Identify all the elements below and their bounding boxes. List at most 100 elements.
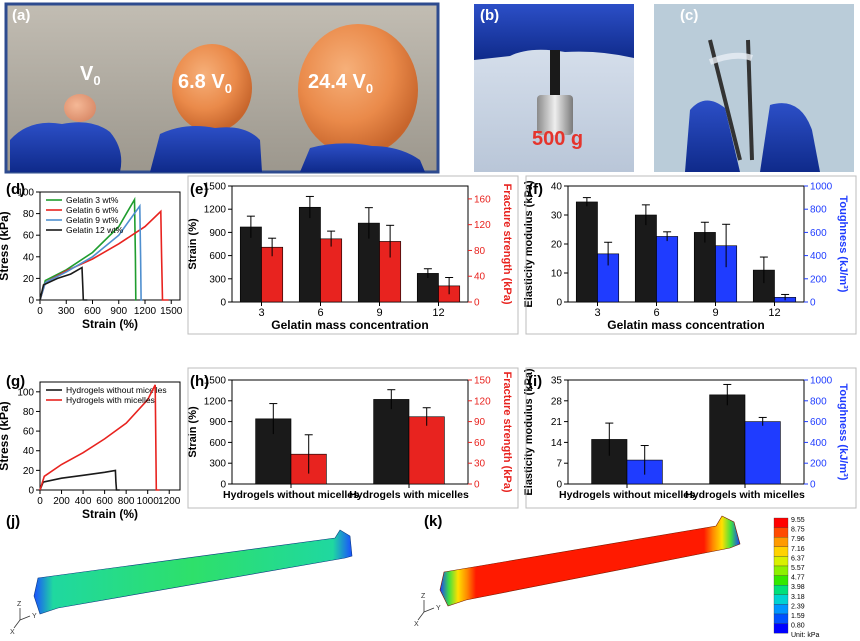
y-tick-label: 10	[551, 269, 563, 280]
glove-icon	[760, 103, 820, 172]
colorbar: 9.55 8.75 7.96 7.16 6.37 5.57 4.77 3.98 3.18 2.39…	[773, 517, 820, 639]
colorbar-swatch	[773, 537, 789, 547]
y-tick-label: 14	[551, 438, 563, 449]
colorbar-label: 9.55	[791, 517, 805, 524]
colorbar-label: 2.39	[791, 603, 805, 610]
svg-text:X: X	[10, 629, 15, 636]
colorbar-swatch	[773, 613, 789, 624]
y-tick-label: 200	[810, 274, 827, 285]
svg-text:X: X	[414, 621, 419, 628]
y-tick-label: 80	[474, 246, 486, 257]
x-tick-label: Hydrogels without micelles	[559, 489, 695, 501]
y-tick-label: 0	[810, 480, 816, 491]
x-tick-label: 800	[118, 496, 135, 507]
x-tick-label: 600	[84, 306, 101, 317]
y-tick-label: 21	[551, 417, 563, 428]
colorbar-label: 1.59	[791, 613, 805, 620]
bar-left	[373, 399, 410, 485]
y-tick-label: 40	[23, 446, 35, 457]
y-tick-label: 1000	[810, 376, 833, 387]
y-tick-label: 40	[474, 272, 486, 283]
y-tick-label: 0	[556, 298, 562, 309]
x-tick-label: 0	[37, 306, 43, 317]
y-tick-label: 20	[551, 240, 563, 251]
y2-axis-label: Toughness (kJ/m³)	[837, 196, 849, 293]
x-tick-label: 900	[110, 306, 127, 317]
photo-c-stretch: (c)	[654, 4, 854, 172]
colorbar-label: 8.75	[791, 527, 805, 534]
stretched-film	[708, 52, 753, 65]
y-tick-label: 40	[551, 182, 563, 193]
x-tick-label: 6	[317, 307, 323, 319]
panel-label-i: (i)	[528, 373, 542, 390]
bar-right	[656, 236, 679, 303]
colorbar-label: 3.18	[791, 594, 805, 601]
y-tick-label: 0	[474, 298, 480, 309]
svg-text:Z: Z	[421, 593, 426, 600]
panel-label-e: (e)	[190, 181, 208, 198]
y-axis-label: Strain (%)	[187, 218, 199, 270]
y2-axis-label: Fracture strength (kPa)	[501, 183, 513, 304]
y-tick-label: 28	[551, 396, 563, 407]
bar-left	[575, 201, 598, 303]
y-axis-label: Strain (%)	[187, 406, 199, 458]
photo-a-balloons: (a) V0 6.8 V0 24.4 V0	[4, 2, 440, 174]
x-tick-label: Hydrogels without micelles	[223, 489, 359, 501]
y-tick-label: 30	[551, 211, 563, 222]
svg-text:Y: Y	[436, 605, 441, 612]
chart-d: 0 300 600 900 1200 1500 0 20 40 60 80 100 Strain (%)…	[0, 188, 183, 332]
legend-label: Hydrogels with micelles	[66, 395, 155, 405]
y-axis-label: Stress (kPa)	[0, 401, 11, 470]
series-line-2	[39, 384, 160, 491]
series-line-1	[39, 196, 137, 301]
legend-label: Hydrogels without micelles	[66, 385, 167, 395]
y-tick-label: 20	[23, 466, 35, 477]
y-tick-label: 160	[474, 194, 491, 205]
x-axis-label: Gelatin mass concentration	[607, 318, 764, 332]
axis-triad-j: Z Y X	[10, 601, 37, 636]
colorbar-swatch	[773, 575, 789, 586]
x-tick-label: Hydrogels with micelles	[349, 489, 469, 501]
panel-label-j: (j)	[6, 513, 20, 530]
x-tick-label: 200	[53, 496, 70, 507]
panel-label-b: (b)	[480, 7, 499, 24]
bar-left	[693, 232, 716, 303]
panel-label-a: (a)	[12, 7, 30, 24]
y2-axis-label: Fracture strength (kPa)	[501, 371, 513, 492]
y-tick-label: 600	[810, 228, 827, 239]
y-tick-label: 20	[23, 274, 35, 285]
colorbar-swatch	[773, 556, 789, 567]
y-tick-label: 600	[810, 417, 827, 428]
svg-text:Y: Y	[32, 613, 37, 620]
y-tick-label: 400	[810, 438, 827, 449]
y-tick-label: 120	[474, 220, 491, 231]
y-axis-label: Elasticity modulus (kPa)	[523, 180, 535, 307]
axis-triad-k: Z Y X	[414, 593, 441, 628]
x-tick-label: 9	[712, 307, 718, 319]
x-axis-label: Strain (%)	[82, 317, 138, 331]
colorbar-label: 7.16	[791, 546, 805, 553]
legend-label: Gelatin 9 wt%	[66, 215, 119, 225]
panel-label-c: (c)	[680, 7, 698, 24]
x-tick-label: 1200	[134, 306, 157, 317]
panel-h-frame	[187, 367, 519, 509]
bar-right	[744, 421, 781, 485]
y-axis-label: Stress (kPa)	[0, 211, 11, 280]
colorbar-swatch	[773, 623, 789, 634]
fea-k: (k) Z Y X 9.55 8.75 7.96 7.16 6.37 5.57 4.77 3.…	[414, 513, 820, 639]
svg-text:Z: Z	[17, 601, 22, 608]
glove-icon	[150, 126, 262, 172]
y-tick-label: 120	[474, 396, 491, 407]
plot-frame	[39, 381, 181, 491]
y-tick-label: 300	[209, 274, 226, 285]
weight-label: 500 g	[532, 128, 583, 150]
x-tick-label: 6	[653, 307, 659, 319]
series-line-4	[39, 266, 88, 301]
colorbar-swatch	[773, 594, 789, 605]
y-tick-label: 400	[810, 251, 827, 262]
x-tick-label: Hydrogels with micelles	[685, 489, 805, 501]
y-tick-label: 7	[556, 459, 562, 470]
bar-right	[408, 416, 445, 485]
fea-j-specimen	[33, 529, 353, 615]
chart-e: 0 300 600 900 1200 1500 0 40 80 120 160 3 6 9 12 Gelati…	[187, 182, 513, 333]
